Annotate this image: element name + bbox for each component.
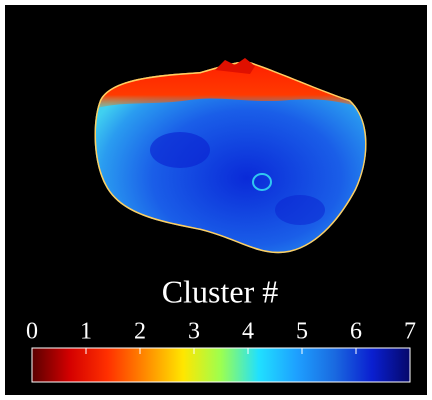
colorbar-tick-label: 2 (134, 319, 146, 345)
colorbar-tick-label: 3 (188, 319, 200, 345)
colorbar (32, 348, 410, 382)
colorbar-tick-label: 0 (26, 319, 38, 345)
colorbar-tick-label: 1 (80, 319, 92, 345)
colorbar-tick-label: 4 (242, 319, 254, 345)
figure: Cluster # 0 1 2 3 4 5 6 7 (0, 0, 432, 400)
colorbar-label: Cluster # (162, 273, 278, 309)
colorbar-tick-label: 5 (296, 319, 308, 345)
colorbar-tick-label: 7 (404, 319, 416, 345)
colorbar-tick-label: 6 (350, 319, 362, 345)
